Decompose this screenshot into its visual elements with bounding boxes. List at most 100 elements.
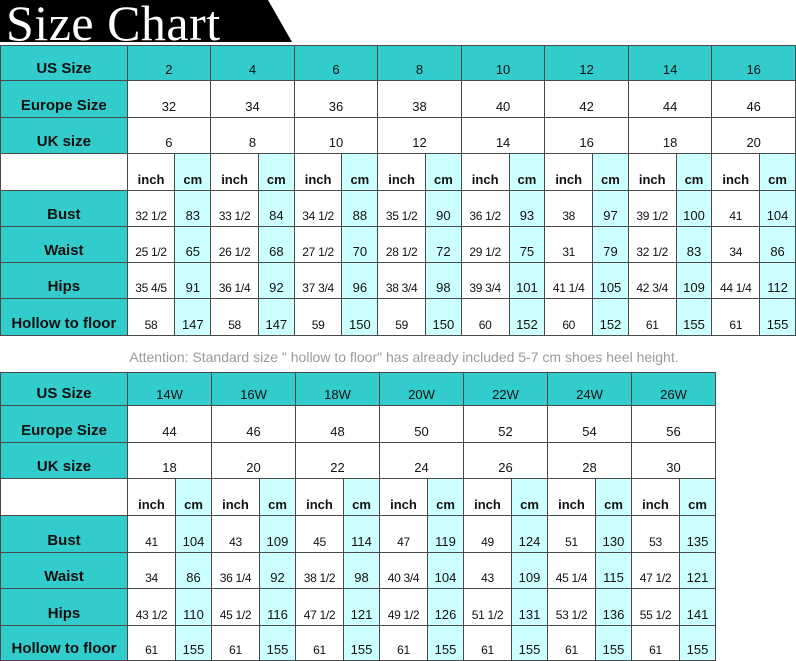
hips-inch-cell: 39 3/4 xyxy=(460,262,510,299)
hips-cm-cell: 105 xyxy=(592,262,629,299)
hips-cm-cell: 91 xyxy=(174,262,212,299)
uk-size-cell: 10 xyxy=(293,117,379,154)
us-size-cell: 22W xyxy=(463,372,548,406)
unit-inch: inch xyxy=(295,478,344,516)
hollow-cm-cell: 155 xyxy=(259,625,296,661)
waist-cm-cell: 72 xyxy=(425,226,462,263)
uk-size-cell: 22 xyxy=(295,442,380,479)
hollow-inch-cell: 61 xyxy=(463,625,512,661)
attention-note: Attention: Standard size " hollow to flo… xyxy=(129,349,679,365)
row-label-hips: Hips xyxy=(0,588,128,626)
hips-cm-cell: 121 xyxy=(343,588,380,626)
bust-inch-cell: 36 1/2 xyxy=(460,190,510,227)
row-label-europe: Europe Size xyxy=(0,405,128,443)
us-size-row: US Size 14W 16W 18W 20W 22W 24W 26W xyxy=(0,372,716,406)
row-label-us: US Size xyxy=(0,372,128,406)
unit-inch: inch xyxy=(210,153,259,191)
europe-size-cell: 56 xyxy=(631,405,716,443)
row-label-hollow: Hollow to floor xyxy=(0,298,128,336)
uk-size-cell: 28 xyxy=(547,442,632,479)
waist-cm-cell: 65 xyxy=(174,226,212,263)
unit-cm: cm xyxy=(508,153,546,191)
europe-size-cell: 46 xyxy=(711,80,796,118)
hips-cm-cell: 92 xyxy=(257,262,295,299)
waist-cm-cell: 98 xyxy=(343,552,380,589)
hollow-inch-cell: 59 xyxy=(377,298,426,336)
us-size-cell: 24W xyxy=(547,372,632,406)
hollow-cm-cell: 155 xyxy=(427,625,464,661)
waist-inch-cell: 29 1/2 xyxy=(460,226,510,263)
waist-inch-cell: 38 1/2 xyxy=(295,552,344,589)
hollow-inch-cell: 58 xyxy=(210,298,259,336)
hips-inch-cell: 51 1/2 xyxy=(463,588,512,626)
hips-inch-cell: 47 1/2 xyxy=(295,588,344,626)
waist-row: Waist 34 86 36 1/4 92 38 1/2 98 40 3/4 104 43 109 4… xyxy=(0,552,716,589)
row-label-hips: Hips xyxy=(0,262,128,299)
hollow-row: Hollow to floor 58 147 58 147 59 150 59 150 60 152… xyxy=(0,298,796,336)
europe-size-row: Europe Size 32 34 36 38 40 42 44 46 xyxy=(0,80,796,118)
hips-inch-cell: 45 1/2 xyxy=(211,588,260,626)
waist-cm-cell: 86 xyxy=(759,226,796,263)
unit-cm: cm xyxy=(174,153,212,191)
hollow-inch-cell: 60 xyxy=(460,298,510,336)
unit-row: inch cm inch cm inch cm inch cm inch cm inch cm inch… xyxy=(0,153,796,191)
bust-cm-cell: 93 xyxy=(508,190,546,227)
unit-inch: inch xyxy=(293,153,343,191)
hips-inch-cell: 41 1/4 xyxy=(544,262,594,299)
bust-cm-cell: 109 xyxy=(259,515,296,553)
hollow-cm-cell: 147 xyxy=(257,298,295,336)
size-table-2: US Size 14W 16W 18W 20W 22W 24W 26W Europe Size 4… xyxy=(0,372,716,661)
europe-size-cell: 46 xyxy=(211,405,296,443)
hollow-inch-cell: 61 xyxy=(211,625,260,661)
bust-inch-cell: 51 xyxy=(547,515,596,553)
bust-inch-cell: 41 xyxy=(711,190,761,227)
unit-inch: inch xyxy=(379,478,428,516)
europe-size-cell: 54 xyxy=(547,405,632,443)
bust-inch-cell: 53 xyxy=(631,515,680,553)
hips-cm-cell: 110 xyxy=(175,588,212,626)
hollow-row: Hollow to floor 61 155 61 155 61 155 61 155 61 155… xyxy=(0,625,716,661)
europe-size-cell: 32 xyxy=(126,80,212,118)
us-size-row: US Size 2 4 6 8 10 12 14 16 xyxy=(0,45,796,81)
row-label-waist: Waist xyxy=(0,552,128,589)
row-label-bust: Bust xyxy=(0,515,128,553)
waist-cm-cell: 121 xyxy=(679,552,716,589)
uk-size-cell: 14 xyxy=(460,117,546,154)
uk-size-cell: 20 xyxy=(711,117,796,154)
hollow-inch-cell: 61 xyxy=(711,298,761,336)
waist-inch-cell: 34 xyxy=(127,552,176,589)
unit-cm: cm xyxy=(675,153,713,191)
europe-size-cell: 38 xyxy=(377,80,462,118)
waist-inch-cell: 26 1/2 xyxy=(210,226,259,263)
unit-inch: inch xyxy=(711,153,761,191)
bust-cm-cell: 100 xyxy=(675,190,713,227)
row-label-uk: UK size xyxy=(0,117,128,154)
bust-inch-cell: 39 1/2 xyxy=(627,190,677,227)
bust-cm-cell: 104 xyxy=(175,515,212,553)
europe-size-cell: 40 xyxy=(460,80,546,118)
us-size-cell: 6 xyxy=(293,45,379,81)
hollow-inch-cell: 61 xyxy=(631,625,680,661)
hips-inch-cell: 37 3/4 xyxy=(293,262,343,299)
hips-cm-cell: 126 xyxy=(427,588,464,626)
bust-inch-cell: 35 1/2 xyxy=(377,190,426,227)
unit-row: inch cm inch cm inch cm inch cm inch cm inch cm inch… xyxy=(0,478,716,516)
unit-cm: cm xyxy=(259,478,296,516)
hollow-cm-cell: 155 xyxy=(759,298,796,336)
hips-row: Hips 35 4/5 91 36 1/4 92 37 3/4 96 38 3/4 98 39 3… xyxy=(0,262,796,299)
hips-cm-cell: 109 xyxy=(675,262,713,299)
waist-inch-cell: 36 1/4 xyxy=(211,552,260,589)
waist-inch-cell: 28 1/2 xyxy=(377,226,426,263)
unit-row-label xyxy=(0,153,128,191)
waist-inch-cell: 47 1/2 xyxy=(631,552,680,589)
hips-inch-cell: 49 1/2 xyxy=(379,588,428,626)
unit-inch: inch xyxy=(211,478,260,516)
us-size-cell: 20W xyxy=(379,372,464,406)
unit-inch: inch xyxy=(377,153,426,191)
row-label-europe: Europe Size xyxy=(0,80,128,118)
waist-inch-cell: 45 1/4 xyxy=(547,552,596,589)
waist-cm-cell: 68 xyxy=(257,226,295,263)
bust-inch-cell: 33 1/2 xyxy=(210,190,259,227)
us-size-cell: 16W xyxy=(211,372,296,406)
bust-cm-cell: 84 xyxy=(257,190,295,227)
